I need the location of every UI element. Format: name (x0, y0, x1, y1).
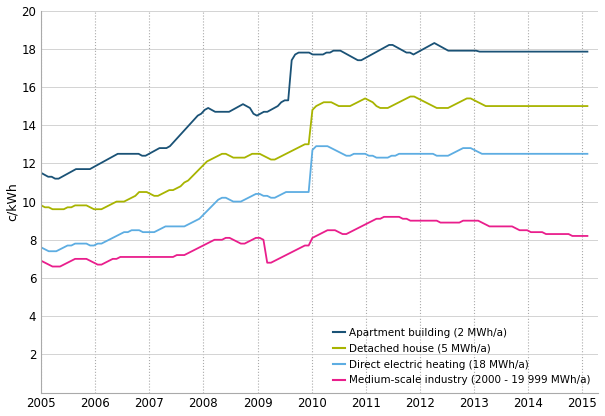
Y-axis label: c/kWh: c/kWh (5, 182, 19, 221)
Legend: Apartment building (2 MWh/a), Detached house (5 MWh/a), Direct electric heating : Apartment building (2 MWh/a), Detached h… (331, 326, 593, 387)
